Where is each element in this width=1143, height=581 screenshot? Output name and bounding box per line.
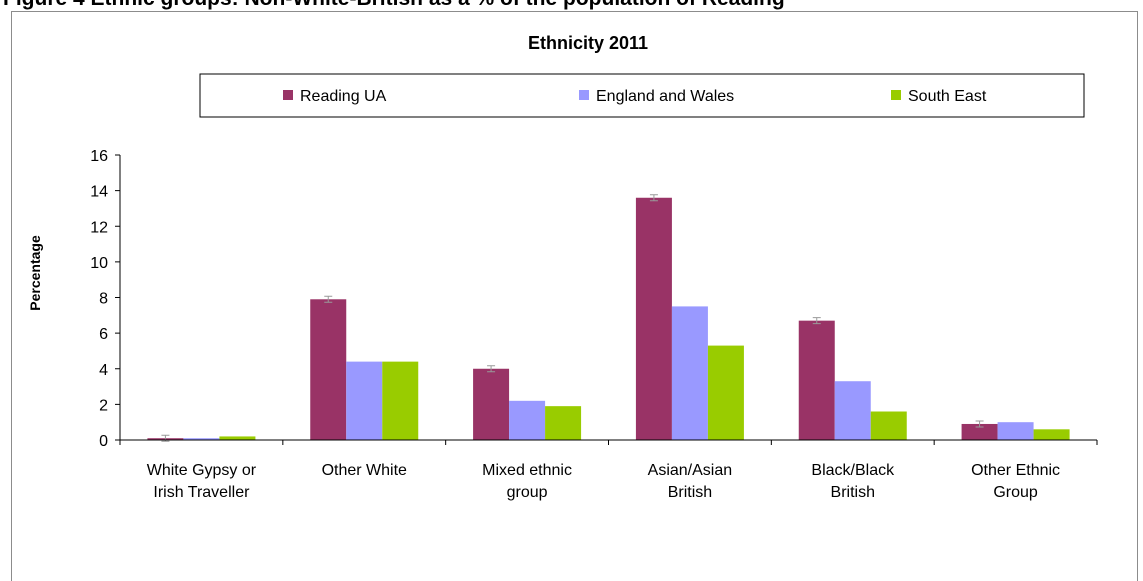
legend-entry: England and Wales	[596, 88, 734, 105]
bar	[219, 436, 256, 440]
legend-swatch	[579, 90, 589, 100]
y-tick-label: 16	[90, 148, 108, 165]
y-tick-label: 10	[90, 255, 108, 272]
y-tick-label: 12	[90, 219, 108, 236]
bar	[834, 381, 871, 440]
page-heading: Figure 4 Ethnic groups: Non-White-Britis…	[3, 0, 1143, 11]
chart: Ethnicity 2011 Reading UA England and Wal…	[27, 33, 1098, 501]
y-tick-label: 14	[90, 184, 108, 201]
bar	[509, 400, 546, 440]
error-bar	[975, 420, 984, 428]
y-axis: 0 2 4 6 8 10 12 14 16	[90, 148, 121, 450]
error-bar	[487, 365, 496, 373]
x-tick-label: Black/Black British	[811, 462, 895, 501]
bar	[310, 299, 347, 440]
bar	[798, 320, 835, 440]
bar	[545, 406, 582, 440]
y-tick-label: 2	[99, 397, 108, 414]
bar	[473, 368, 510, 440]
error-bar	[812, 317, 821, 325]
error-bar	[324, 295, 333, 303]
y-tick-label: 8	[99, 291, 108, 308]
legend-swatch	[891, 90, 901, 100]
bar	[671, 306, 708, 440]
bar	[346, 361, 383, 440]
bars	[147, 194, 1070, 442]
legend: Reading UA England and Wales South East	[283, 88, 987, 105]
y-tick-label: 6	[99, 326, 108, 343]
error-bar	[649, 194, 658, 202]
y-axis-label: Percentage	[27, 235, 43, 311]
chart-title: Ethnicity 2011	[528, 33, 648, 53]
y-tick-label: 0	[99, 433, 108, 450]
x-tick-label: White Gypsy or Irish Traveller	[147, 462, 257, 501]
bar	[183, 438, 220, 440]
chart-frame	[11, 11, 1138, 581]
bar	[961, 423, 998, 440]
bar	[1033, 429, 1070, 440]
bar	[870, 411, 907, 440]
legend-swatch	[283, 90, 293, 100]
x-tick-label: Asian/Asian British	[648, 462, 733, 501]
legend-entry: South East	[908, 88, 987, 105]
bar	[635, 197, 672, 440]
legend-entry: Reading UA	[300, 88, 387, 105]
legend-box	[199, 73, 1085, 118]
x-axis: White Gypsy or Irish Traveller Other White…	[119, 439, 1098, 501]
x-tick-label: Other Ethnic Group	[971, 462, 1060, 501]
bar	[997, 422, 1034, 440]
bar	[382, 361, 419, 440]
x-tick-label: Other White	[322, 462, 407, 479]
bar	[707, 345, 744, 440]
y-tick-label: 4	[99, 362, 108, 379]
x-tick-label: Mixed ethnic group	[482, 462, 572, 501]
